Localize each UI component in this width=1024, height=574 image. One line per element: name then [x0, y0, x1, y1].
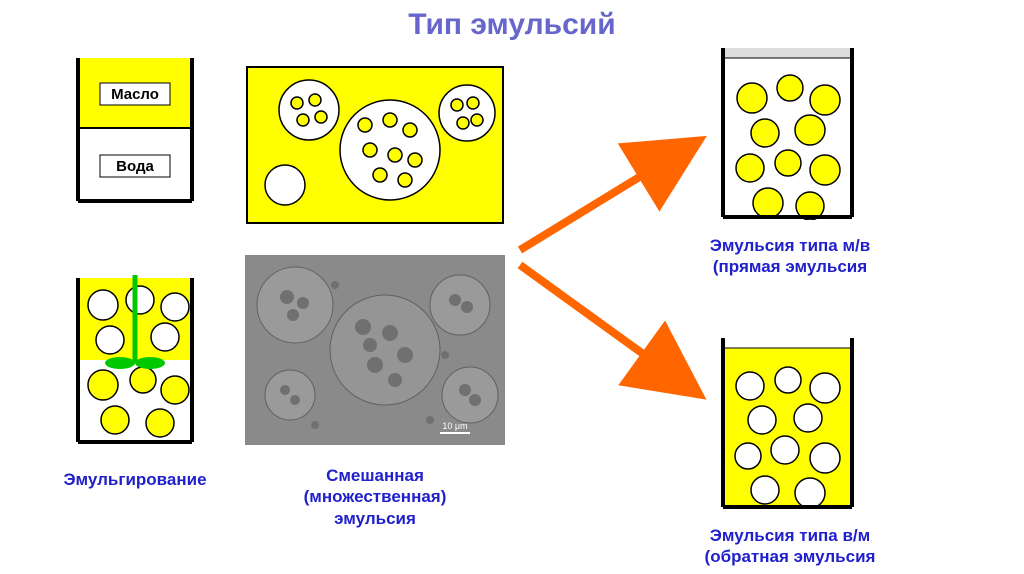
caption-mixed: Смешанная (множественная) эмульсия — [245, 465, 505, 529]
micrograph-photo: 10 μm — [245, 255, 505, 445]
caption-vm: Эмульсия типа в/м (обратная эмульсия — [680, 525, 900, 568]
water-label: Вода — [116, 158, 154, 175]
beaker-mv — [720, 45, 855, 220]
beaker-vm — [720, 335, 855, 510]
beaker-oil-water: Масло Вода — [75, 55, 195, 205]
caption-emulsification: Эмульгирование — [55, 470, 215, 490]
caption-mv: Эмульсия типа м/в (прямая эмульсия — [680, 235, 900, 278]
beaker-mixing — [75, 275, 195, 445]
mixed-emulsion-panel — [245, 65, 505, 225]
scale-bar-label: 10 μm — [442, 421, 467, 431]
oil-label: Масло — [111, 86, 159, 103]
page-title: Тип эмульсий — [408, 8, 615, 42]
